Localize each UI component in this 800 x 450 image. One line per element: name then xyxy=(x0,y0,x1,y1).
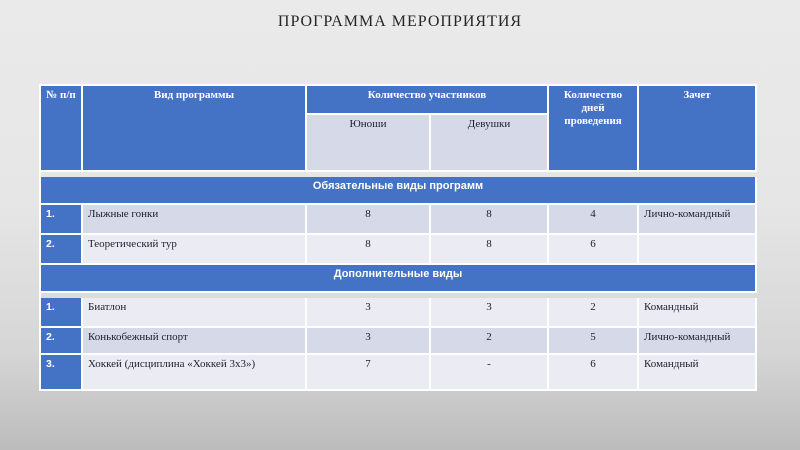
program-cell: Лыжные гонки xyxy=(83,205,307,235)
girls-cell: 8 xyxy=(431,205,550,235)
girls-cell: 2 xyxy=(431,328,550,355)
boys-cell: 7 xyxy=(307,355,431,391)
row-num: 1. xyxy=(41,205,83,235)
table-row: 1. Биатлон 3 3 2 Командный xyxy=(41,298,758,328)
boys-cell: 8 xyxy=(307,235,431,265)
program-cell: Биатлон xyxy=(83,298,307,328)
credit-cell: Командный xyxy=(639,298,758,328)
section-header-mandatory: Обязательные виды программ xyxy=(41,177,758,205)
credit-cell: Командный xyxy=(639,355,758,391)
table-row: 1. Лыжные гонки 8 8 4 Лично-командный xyxy=(41,205,758,235)
program-cell: Конькобежный спорт xyxy=(83,328,307,355)
boys-cell: 8 xyxy=(307,205,431,235)
col-subheader-boys: Юноши xyxy=(307,115,431,172)
credit-cell: Лично-командный xyxy=(639,328,758,355)
days-cell: 4 xyxy=(549,205,640,235)
table-row: 3. Хоккей (дисциплина «Хоккей 3х3») 7 - … xyxy=(41,355,758,391)
boys-cell: 3 xyxy=(307,298,431,328)
program-table: № п/п Вид программы Количество участнико… xyxy=(39,84,758,391)
row-num: 2. xyxy=(41,328,83,355)
girls-cell: - xyxy=(431,355,550,391)
days-cell: 6 xyxy=(549,235,640,265)
days-cell: 5 xyxy=(549,328,640,355)
col-header-credit: Зачет xyxy=(639,86,758,172)
credit-cell: Лично-командный xyxy=(639,205,758,235)
row-num: 3. xyxy=(41,355,83,391)
col-header-days: Количество дней проведения xyxy=(549,86,640,172)
days-cell: 2 xyxy=(549,298,640,328)
row-num: 2. xyxy=(41,235,83,265)
credit-cell xyxy=(639,235,758,265)
program-cell: Хоккей (дисциплина «Хоккей 3х3») xyxy=(83,355,307,391)
table-row: 2. Конькобежный спорт 3 2 5 Лично-команд… xyxy=(41,328,758,355)
col-header-program: Вид программы xyxy=(83,86,307,172)
row-num: 1. xyxy=(41,298,83,328)
days-cell: 6 xyxy=(549,355,640,391)
boys-cell: 3 xyxy=(307,328,431,355)
girls-cell: 8 xyxy=(431,235,550,265)
slide-title: ПРОГРАММА МЕРОПРИЯТИЯ xyxy=(277,13,523,30)
col-header-num: № п/п xyxy=(41,86,83,172)
section-header-additional: Дополнительные виды xyxy=(41,265,758,293)
col-header-participants: Количество участников xyxy=(307,86,550,115)
girls-cell: 3 xyxy=(431,298,550,328)
col-subheader-girls: Девушки xyxy=(431,115,550,172)
table-row: 2. Теоретический тур 8 8 6 xyxy=(41,235,758,265)
program-cell: Теоретический тур xyxy=(83,235,307,265)
